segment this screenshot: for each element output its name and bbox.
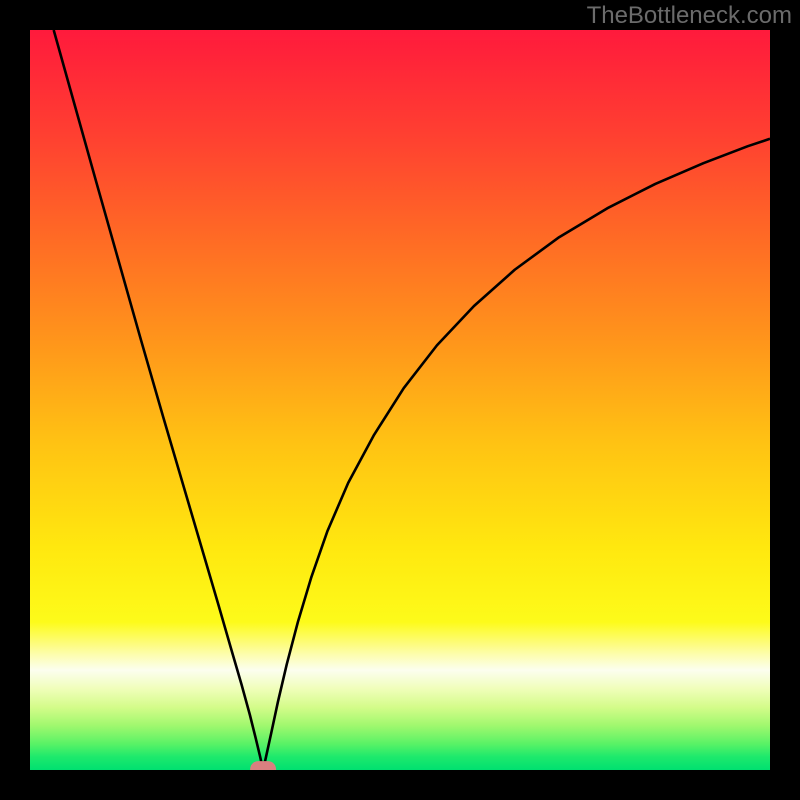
optimal-point-marker <box>250 761 276 770</box>
plot-area <box>30 30 770 770</box>
bottleneck-curve-chart <box>30 30 770 770</box>
watermark-text: TheBottleneck.com <box>587 2 792 30</box>
gradient-background <box>30 30 770 770</box>
chart-frame: TheBottleneck.com <box>0 0 800 800</box>
